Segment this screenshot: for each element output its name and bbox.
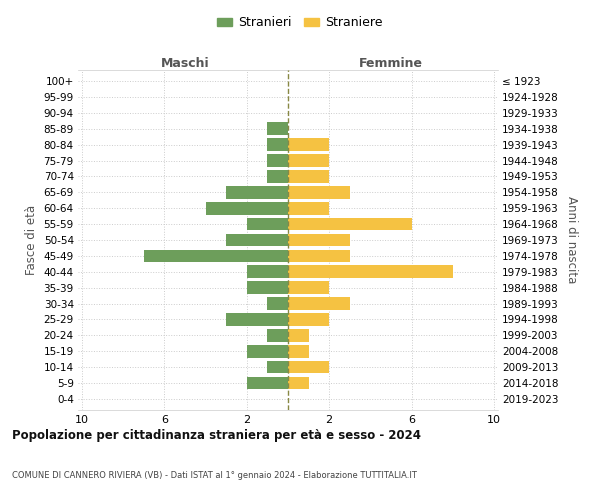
Bar [268,297,288,310]
Legend: Stranieri, Straniere: Stranieri, Straniere [212,11,388,34]
Bar [288,376,308,390]
Bar [288,360,329,374]
Bar [288,313,329,326]
Bar [288,170,329,183]
Bar [247,282,288,294]
Bar [288,282,329,294]
Bar [268,138,288,151]
Bar [288,329,308,342]
Y-axis label: Fasce di età: Fasce di età [25,205,38,275]
Text: Maschi: Maschi [161,57,209,70]
Bar [226,313,288,326]
Bar [247,218,288,230]
Bar [268,154,288,167]
Bar [268,360,288,374]
Bar [247,345,288,358]
Bar [226,234,288,246]
Bar [247,266,288,278]
Text: Femmine: Femmine [359,57,423,70]
Bar [288,186,350,198]
Bar [268,170,288,183]
Y-axis label: Anni di nascita: Anni di nascita [565,196,578,284]
Text: Popolazione per cittadinanza straniera per età e sesso - 2024: Popolazione per cittadinanza straniera p… [12,430,421,442]
Bar [288,266,453,278]
Bar [144,250,288,262]
Bar [247,376,288,390]
Bar [288,250,350,262]
Bar [288,297,350,310]
Bar [288,202,329,214]
Bar [206,202,288,214]
Bar [288,138,329,151]
Bar [288,154,329,167]
Bar [288,234,350,246]
Bar [268,122,288,135]
Text: COMUNE DI CANNERO RIVIERA (VB) - Dati ISTAT al 1° gennaio 2024 - Elaborazione TU: COMUNE DI CANNERO RIVIERA (VB) - Dati IS… [12,471,417,480]
Bar [226,186,288,198]
Bar [288,218,412,230]
Bar [268,329,288,342]
Bar [288,345,308,358]
